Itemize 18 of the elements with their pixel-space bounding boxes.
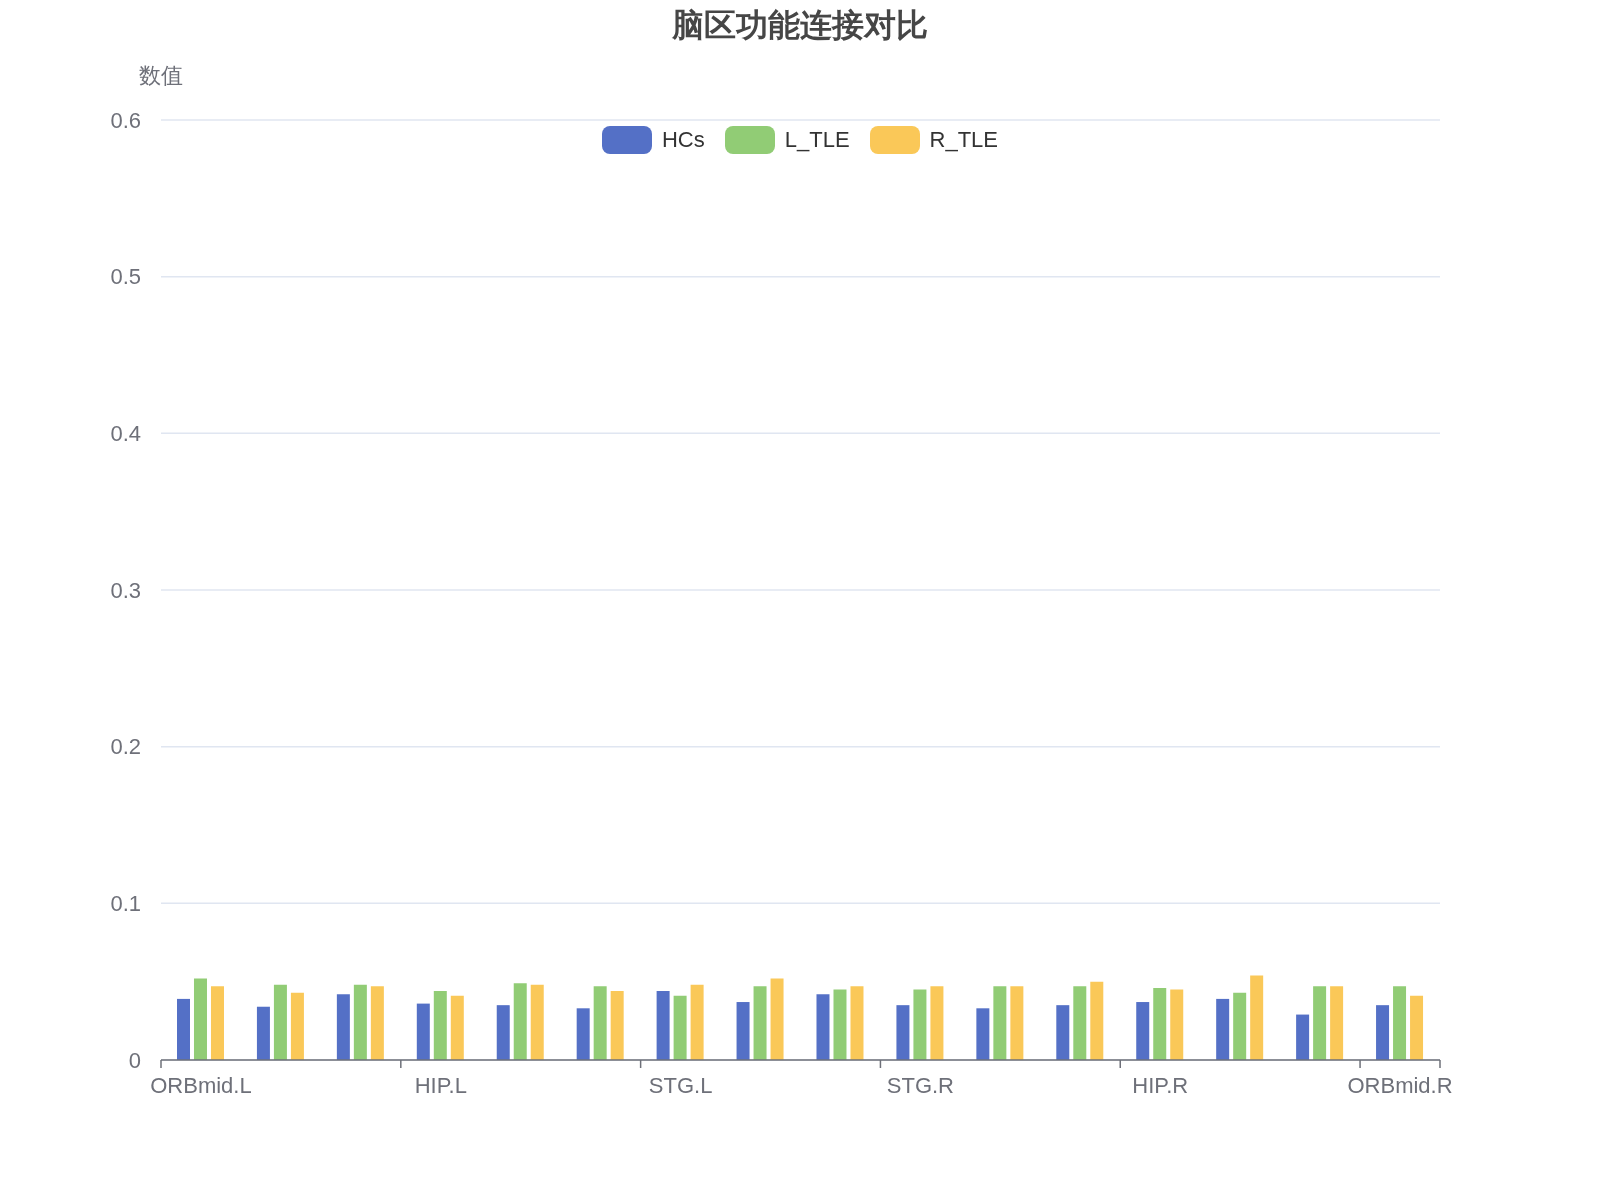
chart-title: 脑区功能连接对比: [671, 6, 929, 45]
x-tick-label: STG.R: [886, 1072, 955, 1098]
y-tick-label: 0.4: [110, 421, 141, 447]
x-tick-label: ORBmid.L: [150, 1072, 252, 1098]
y-tick-label: 0.1: [110, 891, 141, 917]
y-tick-label: 0: [128, 1047, 141, 1073]
y-tick-label: 0.6: [110, 107, 141, 133]
legend-label: R_TLE: [929, 126, 999, 154]
legend-label: L_TLE: [784, 126, 850, 154]
x-tick-label: HIP.L: [414, 1072, 467, 1098]
y-tick-label: 0.3: [110, 577, 141, 603]
y-axis-title: 数值: [138, 62, 184, 90]
x-tick-label: STG.L: [648, 1072, 713, 1098]
legend-label: HCs: [661, 126, 705, 154]
x-tick-label: ORBmid.R: [1347, 1072, 1453, 1098]
y-tick-label: 0.2: [110, 734, 141, 760]
y-tick-label: 0.5: [110, 264, 141, 290]
x-tick-label: HIP.R: [1132, 1072, 1189, 1098]
